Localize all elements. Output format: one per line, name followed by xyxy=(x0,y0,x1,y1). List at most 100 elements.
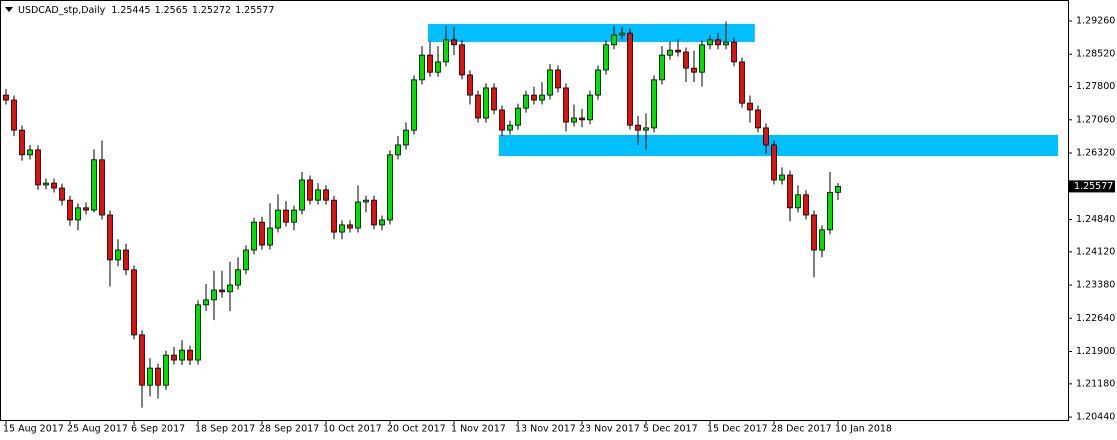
candle-body xyxy=(315,189,321,201)
x-tick-label: 6 Sep 2017 xyxy=(131,424,185,435)
y-tick-label: 1.28520 xyxy=(1076,49,1115,60)
candle-body xyxy=(395,144,401,156)
candle-body xyxy=(595,69,601,96)
candle-body xyxy=(355,201,361,229)
candle-body xyxy=(331,199,337,233)
candle-body xyxy=(403,129,409,146)
candle-body xyxy=(827,191,833,231)
x-tick-label: 5 Dec 2017 xyxy=(643,424,698,435)
candle-body xyxy=(467,74,473,96)
x-tick-label: 20 Oct 2017 xyxy=(387,424,446,435)
candle-body xyxy=(371,199,377,226)
candle-body xyxy=(427,54,433,73)
candle-body xyxy=(747,102,753,111)
candle-body xyxy=(659,54,665,81)
candle-body xyxy=(547,69,553,96)
candle-body xyxy=(363,199,369,203)
candle-body xyxy=(723,41,729,46)
candle-body xyxy=(283,209,289,223)
candle-body xyxy=(611,34,617,46)
candle-body xyxy=(635,124,641,131)
candle-body xyxy=(763,127,769,146)
candle-body xyxy=(107,214,113,261)
candle-body xyxy=(779,174,785,181)
candle-body xyxy=(139,334,145,386)
candle-body xyxy=(739,61,745,104)
candle-body xyxy=(667,49,673,56)
candle-body xyxy=(675,49,681,53)
candle-body xyxy=(83,207,89,211)
candle-body xyxy=(651,79,657,129)
x-tick-label: 15 Aug 2017 xyxy=(3,424,64,435)
candle-body xyxy=(731,41,737,63)
ohlc-close: 1.25577 xyxy=(235,5,274,16)
candle-body xyxy=(579,117,585,121)
candle-body xyxy=(131,269,137,336)
candle-body xyxy=(515,107,521,126)
x-tick-label: 10 Jan 2018 xyxy=(835,424,892,435)
candle-body xyxy=(299,179,305,211)
x-tick-label: 13 Nov 2017 xyxy=(515,424,576,435)
candle-body xyxy=(187,349,193,361)
candle-body xyxy=(787,174,793,209)
candle-body xyxy=(411,79,417,131)
y-tick-label: 1.29260 xyxy=(1076,16,1115,27)
candle-body xyxy=(51,182,57,189)
candle-body xyxy=(811,214,817,251)
candle-body xyxy=(691,67,697,73)
candle-body xyxy=(163,354,169,386)
candle-body xyxy=(99,159,105,216)
plot-frame xyxy=(0,0,1069,421)
x-tick-label: 25 Aug 2017 xyxy=(67,424,128,435)
candle-body xyxy=(619,32,625,36)
ohlc-low: 1.25272 xyxy=(192,5,231,16)
candle-body xyxy=(771,144,777,181)
y-tick-label: 1.26320 xyxy=(1076,148,1115,159)
candle-body xyxy=(531,94,537,101)
menu-triangle[interactable] xyxy=(5,7,13,12)
candle-body xyxy=(179,349,185,361)
candle-body xyxy=(627,32,633,126)
candle-body xyxy=(219,289,225,293)
candle-body xyxy=(539,94,545,101)
ohlc-open: 1.25445 xyxy=(111,5,150,16)
candle-body xyxy=(571,117,577,123)
candle-body xyxy=(499,109,505,131)
candle-body xyxy=(795,194,801,209)
candle-body xyxy=(459,44,465,76)
candle-body xyxy=(59,187,65,201)
candle-body xyxy=(707,39,713,46)
candle-body xyxy=(115,249,121,261)
x-tick-label: 1 Nov 2017 xyxy=(451,424,506,435)
candle-body xyxy=(259,221,265,246)
candle-body xyxy=(523,94,529,109)
candle-body xyxy=(43,182,49,186)
candle-body xyxy=(379,219,385,226)
candle-body xyxy=(419,54,425,81)
y-tick-label: 1.22640 xyxy=(1076,313,1115,324)
candle-body xyxy=(275,209,281,229)
candle-body xyxy=(563,87,569,123)
candle-body xyxy=(451,39,457,46)
y-tick-label: 1.21900 xyxy=(1076,346,1115,357)
y-tick-label: 1.23380 xyxy=(1076,280,1115,291)
candle-body xyxy=(347,224,353,229)
y-tick-label: 1.24840 xyxy=(1076,214,1115,225)
current-price-box xyxy=(1069,180,1115,193)
candle-body xyxy=(819,229,825,251)
y-tick-label: 1.27060 xyxy=(1076,114,1115,125)
candle-body xyxy=(267,227,273,246)
candle-body xyxy=(483,87,489,119)
candle-body xyxy=(507,124,513,131)
candle-body xyxy=(683,51,689,69)
candle-body xyxy=(75,207,81,221)
candle-body xyxy=(155,367,161,386)
candle-body xyxy=(123,249,129,271)
candle-body xyxy=(435,61,441,73)
support-resistance-zone xyxy=(498,134,1058,157)
candle-body xyxy=(755,109,761,129)
candle-body xyxy=(171,354,177,361)
x-tick-label: 28 Dec 2017 xyxy=(771,424,832,435)
candle-body xyxy=(19,129,25,156)
